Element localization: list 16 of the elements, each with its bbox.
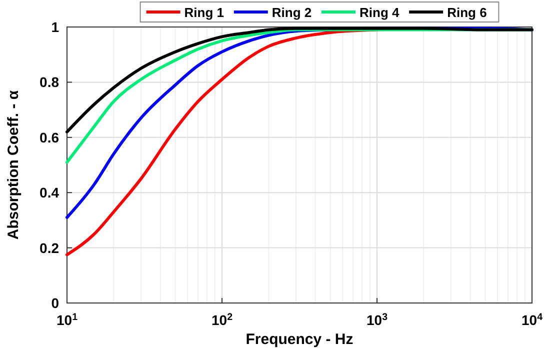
x-axis-title: Frequency - Hz [246,331,354,348]
y-tick-label: 0 [51,295,60,311]
y-tick-label: 0.8 [40,74,60,90]
x-tick-label: 10$^{4}$ [521,312,544,328]
y-tick-label: 0.2 [40,240,60,256]
legend-label: Ring 2 [272,5,312,20]
y-axis-title: Absorption Coeff. - α [5,90,22,240]
x-tick-label: 10$^{2}$ [211,312,234,328]
y-tick-label: 0.4 [40,184,60,201]
legend-label: Ring 1 [184,5,224,20]
legend-label: Ring 4 [360,5,400,20]
legend-label: Ring 6 [447,5,487,20]
y-tick-label: 0.6 [40,129,60,146]
x-tick-label: 10$^{3}$ [366,312,388,328]
y-tick-label: 1 [51,19,60,35]
x-tick-label: 10$^{1}$ [56,312,78,328]
